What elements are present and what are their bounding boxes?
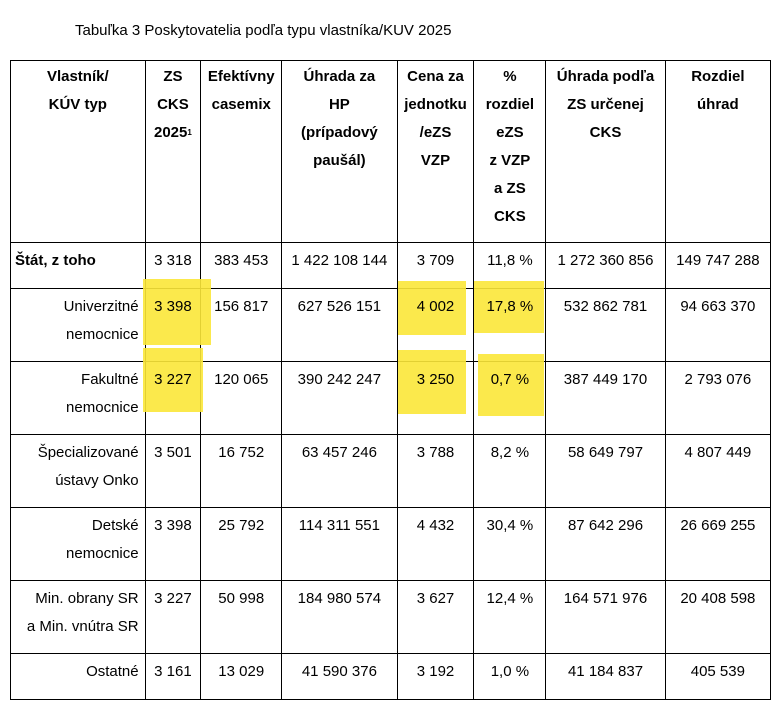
header-percent-diff: % rozdiel eZS z VZP a ZS CKS (473, 60, 547, 243)
row-label: Univerzitné nemocnice (10, 288, 146, 362)
table-row: Ostatné 3 161 13 029 41 590 376 3 192 1,… (10, 653, 772, 700)
table-row: Univerzitné nemocnice 3 398 156 817 627 5… (10, 279, 772, 362)
cell: 405 539 (664, 653, 772, 700)
cell: 3 398 (144, 507, 202, 581)
cell: 1 422 108 144 (281, 242, 398, 289)
table-row: Fakultné nemocnice 3 227 120 065 390 242 … (10, 348, 772, 435)
cell: 58 649 797 (545, 434, 666, 508)
cell: 164 571 976 (545, 580, 666, 654)
cell: 383 453 (200, 242, 283, 289)
cell: 387 449 170 (545, 361, 666, 435)
cell: 184 980 574 (281, 580, 398, 654)
cell: 12,4 % (473, 580, 547, 654)
header-owner: Vlastník/KÚV typ (10, 60, 146, 243)
header-zs-cks: ZS CKS 20251 (144, 60, 202, 243)
row-label: Fakultné nemocnice (10, 361, 146, 435)
cell: 94 663 370 (664, 288, 772, 362)
header-cena: Cena za jednotku /eZS VZP (396, 60, 475, 243)
cell: 4 432 (396, 507, 475, 581)
cell: 532 862 781 (545, 288, 666, 362)
cell: 50 998 (200, 580, 283, 654)
table-row: Štát, z toho 3 318 383 453 1 422 108 144… (10, 242, 772, 289)
cell: 156 817 (200, 288, 283, 362)
row-label: Detské nemocnice (10, 507, 146, 581)
cell: 41 590 376 (281, 653, 398, 700)
providers-table: Vlastník/KÚV typ ZS CKS 20251 Efektívny ca… (10, 60, 772, 700)
cell-highlighted: 0,7 % (473, 354, 547, 435)
cell: 3 627 (396, 580, 475, 654)
header-rozdiel: Rozdiel úhrad (664, 60, 772, 243)
cell-highlighted: 17,8 % (473, 281, 547, 362)
row-label: Špecializované ústavy Onko (10, 434, 146, 508)
cell-highlighted: 4 002 (396, 281, 475, 362)
cell: 25 792 (200, 507, 283, 581)
cell: 20 408 598 (664, 580, 772, 654)
cell: 3 192 (396, 653, 475, 700)
cell: 390 242 247 (281, 361, 398, 435)
cell-highlighted: 3 250 (396, 350, 475, 435)
cell: 4 807 449 (664, 434, 772, 508)
cell-highlighted: 3 227 (142, 348, 203, 435)
table-caption: Tabuľka 3 Poskytovatelia podľa typu vlas… (75, 22, 452, 39)
header-row: Vlastník/KÚV typ ZS CKS 20251 Efektívny ca… (10, 60, 772, 243)
cell: 1,0 % (473, 653, 547, 700)
cell: 87 642 296 (545, 507, 666, 581)
cell: 120 065 (200, 361, 283, 435)
cell: 63 457 246 (281, 434, 398, 508)
cell: 30,4 % (473, 507, 547, 581)
row-label: Štát, z toho (10, 242, 146, 289)
header-uhrada-hp: Úhrada za HP (prípadový paušál) (281, 60, 398, 243)
cell: 16 752 (200, 434, 283, 508)
cell: 3 501 (144, 434, 202, 508)
table-row: Detské nemocnice 3 398 25 792 114 311 551… (10, 507, 772, 581)
header-uhrada-cks: Úhrada podľa ZS určenej CKS (545, 60, 666, 243)
cell: 149 747 288 (664, 242, 772, 289)
cell: 3 161 (144, 653, 202, 700)
cell: 26 669 255 (664, 507, 772, 581)
cell: 13 029 (200, 653, 283, 700)
row-label: Ostatné (10, 653, 146, 700)
cell: 8,2 % (473, 434, 547, 508)
cell: 114 311 551 (281, 507, 398, 581)
cell: 41 184 837 (545, 653, 666, 700)
header-casemix: Efektívny casemix (200, 60, 283, 243)
cell: 1 272 360 856 (545, 242, 666, 289)
row-label: Min. obrany SR a Min. vnútra SR (10, 580, 146, 654)
cell: 3 227 (144, 580, 202, 654)
cell: 2 793 076 (664, 361, 772, 435)
table-row: Min. obrany SR a Min. vnútra SR 3 227 50 … (10, 580, 772, 654)
cell: 3 788 (396, 434, 475, 508)
table-row: Špecializované ústavy Onko 3 501 16 752 6… (10, 434, 772, 508)
cell: 627 526 151 (281, 288, 398, 362)
